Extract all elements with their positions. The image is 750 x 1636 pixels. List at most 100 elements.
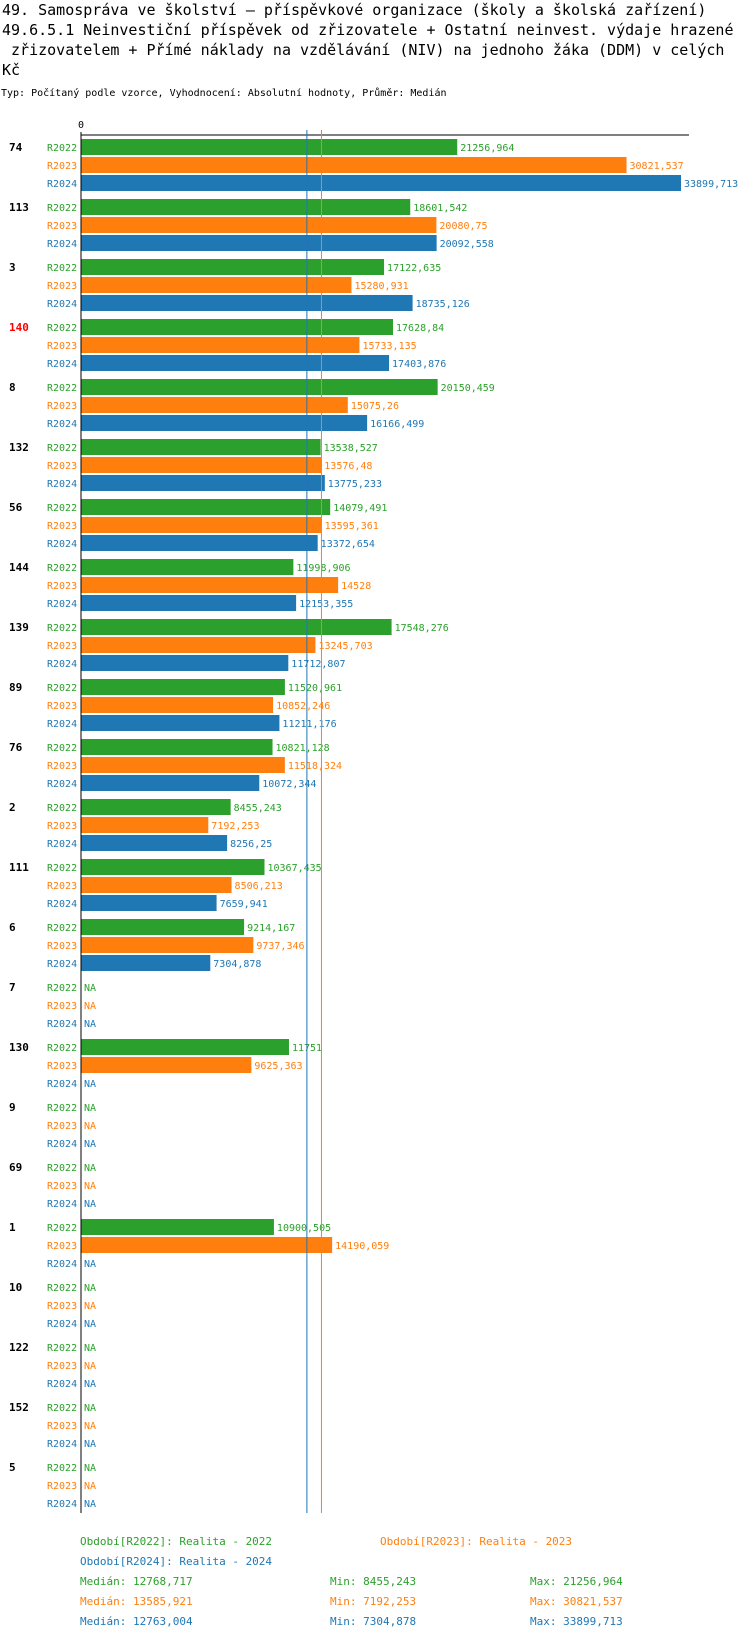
data-label: 20150,459 (441, 383, 495, 394)
series-label: R2022 (47, 1283, 77, 1294)
data-label: NA (84, 1499, 96, 1510)
series-label: R2023 (47, 1001, 77, 1012)
series-label: R2022 (47, 383, 77, 394)
stat-median-r2022: Medián: 12768,717 (80, 1575, 193, 1588)
category-label: 10 (9, 1281, 22, 1294)
bar (81, 379, 438, 395)
bar (81, 919, 245, 935)
data-label: 30821,537 (630, 161, 684, 172)
data-label: 14079,491 (333, 503, 387, 514)
data-label: 8256,25 (230, 839, 272, 850)
series-label: R2024 (47, 1199, 77, 1210)
data-label: 11518,324 (288, 761, 342, 772)
data-label: 10821,128 (276, 743, 330, 754)
data-label: 10367,435 (267, 863, 321, 874)
bar (81, 517, 322, 533)
bar (81, 355, 390, 371)
bar (81, 595, 297, 611)
bar (81, 775, 260, 791)
chart-meta-info: Typ: Počítaný podle vzorce, Vyhodnocení:… (1, 88, 447, 99)
series-label: R2022 (47, 1223, 77, 1234)
category-label: 2 (9, 801, 16, 814)
series-label: R2024 (47, 1019, 77, 1030)
series-label: R2023 (47, 1241, 77, 1252)
series-label: R2024 (47, 359, 77, 370)
series-label: R2024 (47, 839, 77, 850)
category-label: 5 (9, 1461, 16, 1474)
data-label: NA (84, 1379, 96, 1390)
series-label: R2024 (47, 779, 77, 790)
data-label: 18735,126 (416, 299, 470, 310)
series-label: R2024 (47, 1499, 77, 1510)
bar (81, 895, 217, 911)
bar (81, 319, 394, 335)
bar (81, 397, 348, 413)
series-label: R2022 (47, 503, 77, 514)
series-label: R2023 (47, 1181, 77, 1192)
data-label: NA (84, 1019, 96, 1030)
data-label: 11998,906 (296, 563, 350, 574)
data-label: NA (84, 1481, 96, 1492)
bar (81, 937, 254, 953)
data-label: NA (84, 1439, 96, 1450)
category-label: 56 (9, 501, 23, 514)
chart-title-line-3: zřizovatelem + Přímé náklady na vzdělává… (2, 41, 725, 59)
stat-max-r2024: Max: 33899,713 (530, 1615, 623, 1628)
data-label: 20092,558 (440, 239, 494, 250)
data-label: 14528 (341, 581, 371, 592)
bar (81, 277, 352, 293)
bar (81, 139, 458, 155)
bar (81, 739, 273, 755)
data-label: 10072,344 (262, 779, 316, 790)
stat-min-r2024: Min: 7304,878 (330, 1615, 417, 1628)
series-label: R2022 (47, 983, 77, 994)
data-label: 12153,355 (299, 599, 353, 610)
series-label: R2022 (47, 323, 77, 334)
data-label: 16166,499 (370, 419, 424, 430)
data-label: NA (84, 1463, 96, 1474)
series-label: R2023 (47, 1061, 77, 1072)
series-label: R2023 (47, 701, 77, 712)
data-label: 15075,26 (351, 401, 399, 412)
category-label: 76 (9, 741, 23, 754)
data-label: 13245,703 (318, 641, 372, 652)
data-label: 17122,635 (387, 263, 441, 274)
bar (81, 439, 321, 455)
stat-max-r2022: Max: 21256,964 (530, 1575, 623, 1588)
data-label: 10900,505 (277, 1223, 331, 1234)
series-label: R2023 (47, 881, 77, 892)
bar (81, 757, 285, 773)
bar (81, 859, 265, 875)
stat-max-r2023: Max: 30821,537 (530, 1595, 623, 1608)
series-label: R2022 (47, 1463, 77, 1474)
bar (81, 535, 318, 551)
series-label: R2024 (47, 599, 77, 610)
series-label: R2023 (47, 941, 77, 952)
series-label: R2023 (47, 221, 77, 232)
category-label: 89 (9, 681, 22, 694)
bar (81, 697, 274, 713)
category-label: 7 (9, 981, 16, 994)
data-label: 9214,167 (247, 923, 295, 934)
data-label: NA (84, 1079, 96, 1090)
bar (81, 259, 385, 275)
chart-title-line-4: Kč (2, 61, 21, 79)
legend-r2022: Období[R2022]: Realita - 2022 (80, 1535, 273, 1548)
bar (81, 199, 411, 215)
data-label: 13372,654 (321, 539, 375, 550)
bar (81, 415, 368, 431)
series-label: R2023 (47, 281, 77, 292)
data-label: NA (84, 1181, 96, 1192)
bar (81, 1039, 289, 1055)
bar (81, 457, 322, 473)
series-label: R2023 (47, 1361, 77, 1372)
series-label: R2023 (47, 761, 77, 772)
bar (81, 559, 294, 575)
category-label: 1 (9, 1221, 16, 1234)
category-label: 69 (9, 1161, 22, 1174)
series-label: R2022 (47, 143, 77, 154)
bar (81, 1057, 252, 1073)
series-label: R2022 (47, 263, 77, 274)
series-label: R2023 (47, 1301, 77, 1312)
